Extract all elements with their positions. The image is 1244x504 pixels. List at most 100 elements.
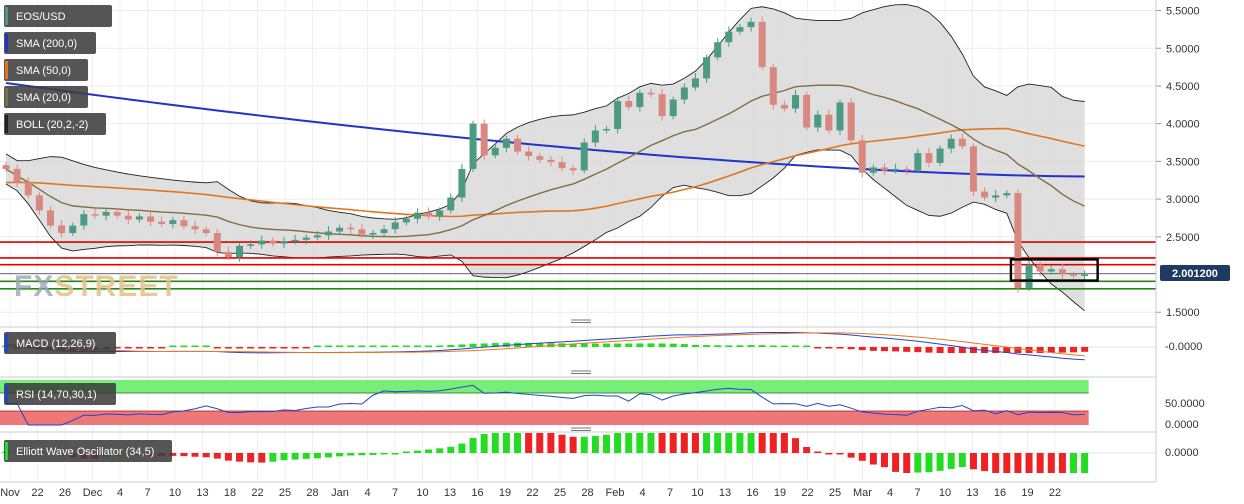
ewo-bar [914,453,922,473]
candle-body [736,27,744,32]
candle [35,192,43,215]
time-tick-label: 13 [719,487,731,499]
macd-histogram-bar [914,347,922,353]
time-tick-label: 7 [392,487,398,499]
candle [169,217,177,229]
price-tick-label: 3.5000 [1166,156,1200,168]
legend-item-boll[interactable]: BOLL (20,2,-2) [4,113,106,135]
macd-histogram-bar [958,347,966,353]
rsi-overbought-zone [0,380,1089,393]
candle [302,234,310,245]
candle-body [536,156,544,160]
price-axis[interactable]: 5.5000 5.0000 4.5000 4.0000 3.5000 3.0000 2.50… [1155,0,1200,482]
candle [1036,261,1044,277]
candle [313,231,321,241]
candle [502,135,510,153]
pane-resize-handle[interactable] [570,318,592,324]
candle-body [191,226,199,230]
candle [46,206,54,229]
candle-body [1070,274,1078,277]
macd-histogram-bar [380,345,388,347]
ewo-bar [180,453,188,457]
candle-body [569,168,577,171]
ewo-bar [536,433,544,453]
pane-resize-handle[interactable] [570,369,592,375]
candle [380,225,388,237]
candle-body [1047,269,1055,272]
legend-item-rsi[interactable]: RSI (14,70,30,1) [4,383,116,405]
time-tick-label: 16 [994,487,1006,499]
macd-histogram-bar [124,347,132,349]
sma50-line [5,127,1085,218]
macd-histogram-bar [703,345,711,347]
highlight-box [1009,258,1099,282]
candlesticks [2,16,1089,293]
watermark: FXSTREET [14,270,179,303]
bollinger-upper [5,4,1085,220]
ewo-bar [313,453,321,459]
legend-label: MACD (12,26,9) [16,338,95,350]
candle-body [491,147,499,156]
pane-resize-handle[interactable] [570,426,592,432]
candle-body [202,229,210,234]
ewo-bar [402,451,410,453]
candle-body [547,159,555,163]
candle [347,223,355,234]
candle-body [747,21,755,28]
candle [880,163,888,175]
price-tick-label: 3.0000 [1166,194,1200,206]
legend-item-sma50[interactable]: SMA (50,0) [4,59,88,81]
macd-histogram-bar [714,345,722,347]
candle-body [602,128,610,131]
ewo-bar [1070,453,1078,473]
macd-histogram-bar [836,347,844,349]
time-tick-label: 7 [914,487,920,499]
candle-body [347,227,355,230]
candle-body [825,114,833,131]
candle [725,26,733,47]
candle-body [158,221,166,224]
macd-histogram-bar [903,347,911,352]
candle [269,237,277,247]
ewo-bar [1025,453,1033,473]
ewo-bar [892,453,900,472]
macd-histogram-bar [602,343,610,347]
macd-histogram-bar [480,343,488,347]
candle-body [91,214,99,216]
candle [425,207,433,220]
legend-item-sma20[interactable]: SMA (20,0) [4,86,88,108]
ewo-bar [1081,453,1089,473]
legend-item-macd[interactable]: MACD (12,26,9) [4,332,116,354]
time-tick-label: 22 [1049,487,1061,499]
macd-histogram-bar [224,347,232,349]
candle [580,138,588,174]
legend-item-ewo[interactable]: Elliott Wave Oscillator (34,5) [4,440,172,462]
candle [514,134,522,155]
candle [247,240,255,249]
legend-item-sma200[interactable]: SMA (200,0) [4,32,96,54]
time-tick-label: 19 [774,487,786,499]
candle [525,146,533,161]
candle [636,89,644,112]
macd-histogram-bar [925,347,933,353]
candle-body [1081,274,1089,277]
candle-body [380,229,388,234]
time-axis[interactable]: Nov 22 26 Dec 4 7 10 13 18 22 25 28 Jan 4 7 10 13 16 19 22 2… [0,487,1061,499]
ewo-bar [747,433,755,453]
price-tick-label: 5.0000 [1166,43,1200,55]
candle [158,216,166,228]
macd-histogram-bar [536,342,544,347]
candle-body [413,212,421,219]
candle-body [13,168,21,183]
ewo-bar [680,433,688,453]
time-tick-label: 19 [1021,487,1033,499]
macd-histogram-bar [280,347,288,349]
legend-item-symbol[interactable]: EOS/USD [4,5,112,27]
candle-body [1036,264,1044,272]
macd-histogram-bar [491,343,499,347]
candle-body [514,138,522,152]
ewo-bar [258,453,266,463]
candle [869,164,877,176]
ewo-bar [347,453,355,456]
